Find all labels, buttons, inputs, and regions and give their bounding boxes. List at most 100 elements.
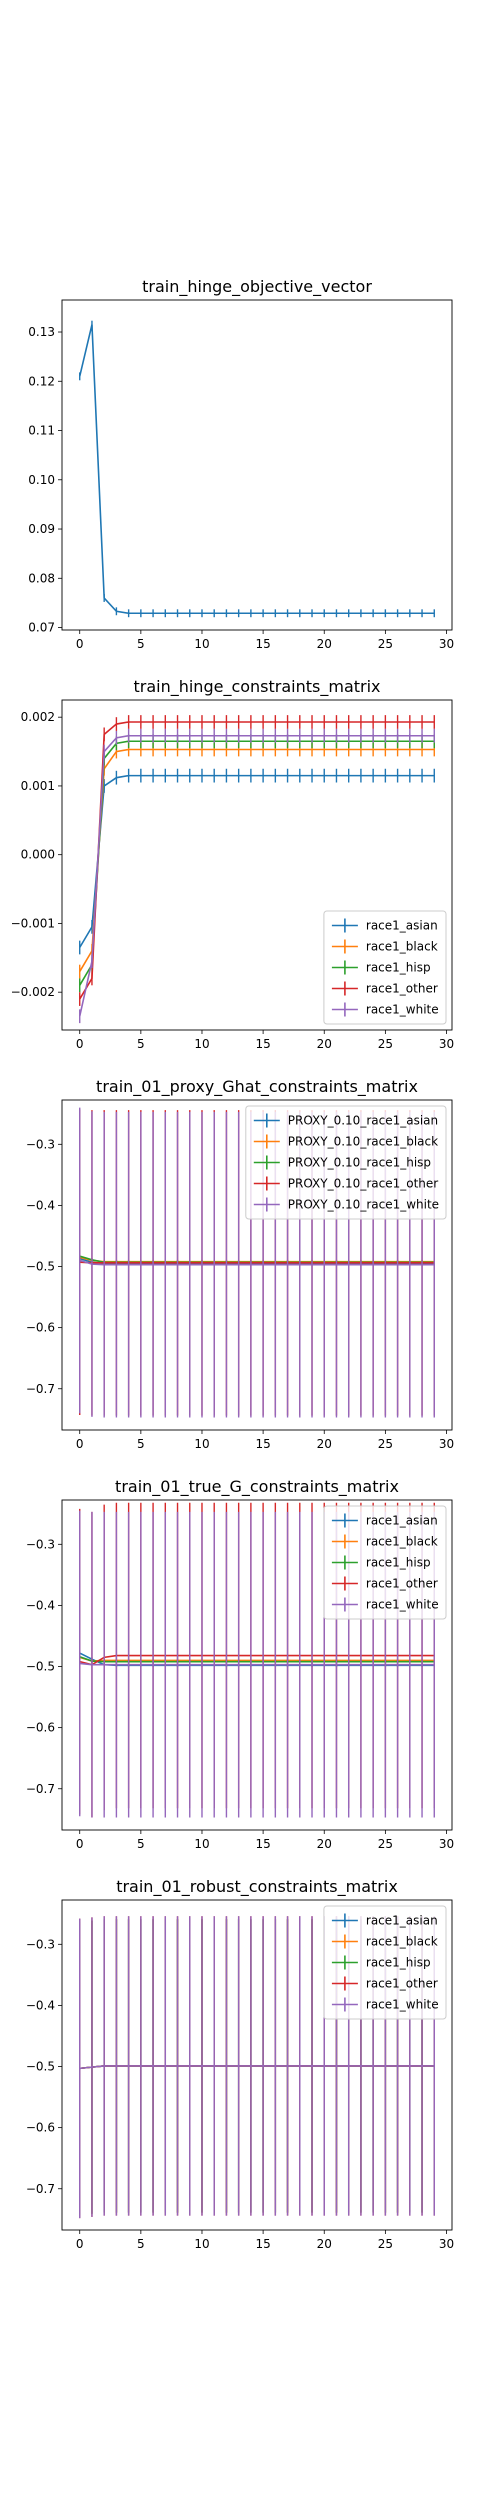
legend-label: PROXY_0.10_race1_hisp [288,1156,431,1170]
x-tick-label: 25 [378,637,393,651]
axes-frame [61,1499,453,1831]
axes-frame [61,299,453,631]
series-line [79,2065,435,2070]
chart-2: train_hinge_constraints_matrix 0 5 10 15 20 25… [11,677,455,1051]
chart-title: train_01_robust_constraints_matrix [116,1877,398,1897]
y-tick-label: 0.07 [28,621,55,635]
series-line [79,1259,435,1266]
y-tick-label: −0.5 [26,2060,55,2074]
legend-item: race1_black [331,1934,438,1949]
y-tick-label: −0.3 [26,1937,55,1951]
x-tick-label: 25 [378,1037,393,1051]
series-line [79,1261,435,1264]
legend-item: race1_white [331,1997,439,2012]
y-tick-label: 0.11 [28,424,55,438]
legend-label: race1_other [366,1977,438,1991]
legend-item: race1_asian [331,1513,438,1528]
x-tick-label: 15 [255,1837,270,1851]
y-tick-label: 0.09 [28,522,55,536]
legend-item: race1_hisp [331,960,431,975]
y-tick-label: −0.6 [26,2121,55,2135]
legend: race1_asian race1_black race1_hisp race1_ot… [323,1505,447,1620]
y-tick-label: −0.4 [26,1998,55,2012]
legend-item: race1_white [331,1002,439,1017]
series-line [79,1256,435,1263]
x-tick-label: 25 [378,1437,393,1451]
legend-label: race1_black [366,940,438,954]
legend-item: race1_black [331,1534,438,1549]
x-tick-label: 20 [317,2237,332,2251]
legend-item: PROXY_0.10_race1_white [253,1197,439,1212]
y-tick-label: −0.5 [26,1660,55,1674]
chart-title: train_01_proxy_Ghat_constraints_matrix [96,1077,418,1097]
legend-label: race1_white [366,1598,439,1612]
y-tick-label: −0.4 [26,1598,55,1612]
x-tick-label: 5 [137,1037,145,1051]
x-tick-label: 30 [439,637,454,651]
x-tick-label: 10 [194,2237,209,2251]
y-tick-label: 0.001 [21,779,55,793]
legend-label: PROXY_0.10_race1_white [288,1198,439,1212]
legend-label: race1_other [366,982,438,996]
legend-label: race1_white [366,1998,439,2012]
legend-label: race1_asian [366,919,438,933]
chart-title: train_01_true_G_constraints_matrix [115,1477,399,1497]
x-tick-label: 10 [194,1037,209,1051]
series-line [79,1655,435,1663]
x-tick-label: 30 [439,2237,454,2251]
legend-box [323,1905,447,2020]
plot-area [79,1916,435,2219]
y-tick-label: −0.3 [26,1537,55,1551]
series-line [79,748,435,972]
legend-label: race1_hisp [366,1556,431,1570]
x-tick-label: 15 [255,637,270,651]
x-tick-label: 15 [255,1037,270,1051]
series-line [79,1654,435,1666]
x-tick-label: 5 [137,2237,145,2251]
legend-item: PROXY_0.10_race1_other [253,1176,438,1191]
x-tick-label: 0 [76,1037,84,1051]
legend-box [323,1505,447,1620]
series-values [78,320,435,618]
x-tick-label: 10 [194,1437,209,1451]
y-tick-label: 0.10 [28,473,55,487]
legend-box [245,1105,447,1220]
x-tick-label: 30 [439,1037,454,1051]
y-tick-label: −0.002 [11,985,55,999]
chart-4: train_01_true_G_constraints_matrix 0 5 10 15… [26,1477,454,1851]
x-tick-label: 20 [317,637,332,651]
legend-box [323,910,447,1025]
x-tick-label: 15 [255,1437,270,1451]
legend-item: race1_white [331,1597,439,1612]
legend-label: race1_hisp [366,1956,431,1970]
x-tick-label: 20 [317,1437,332,1451]
y-tick-label: 0.08 [28,571,55,585]
chart-title: train_hinge_objective_vector [142,277,372,297]
legend-item: race1_hisp [331,1955,431,1970]
series-race1_white [78,728,435,1024]
axes-frame [61,699,453,1031]
legend-label: PROXY_0.10_race1_other [288,1177,438,1191]
legend-item: race1_hisp [331,1555,431,1570]
y-tick-label: −0.7 [26,1382,55,1396]
plot-area [78,320,435,618]
chart-3: train_01_proxy_Ghat_constraints_matrix 0 5… [26,1077,454,1451]
series-line [79,721,435,1000]
y-tick-label: −0.7 [26,1782,55,1796]
x-tick-label: 30 [439,1837,454,1851]
legend: PROXY_0.10_race1_asian PROXY_0.10_race1_b… [245,1105,447,1220]
legend-item: race1_other [331,1576,438,1591]
x-tick-label: 5 [137,1437,145,1451]
y-tick-label: 0.002 [21,710,55,724]
legend-item: race1_other [331,981,438,996]
y-tick-label: 0.000 [21,848,55,862]
y-tick-label: −0.6 [26,1721,55,1735]
y-tick-label: −0.6 [26,1321,55,1335]
axes-frame [61,1099,453,1431]
x-tick-label: 15 [255,2237,270,2251]
x-tick-label: 10 [194,637,209,651]
series-line [79,1656,435,1662]
x-tick-label: 0 [76,2237,84,2251]
x-tick-label: 0 [76,1437,84,1451]
legend-label: PROXY_0.10_race1_black [288,1135,438,1149]
